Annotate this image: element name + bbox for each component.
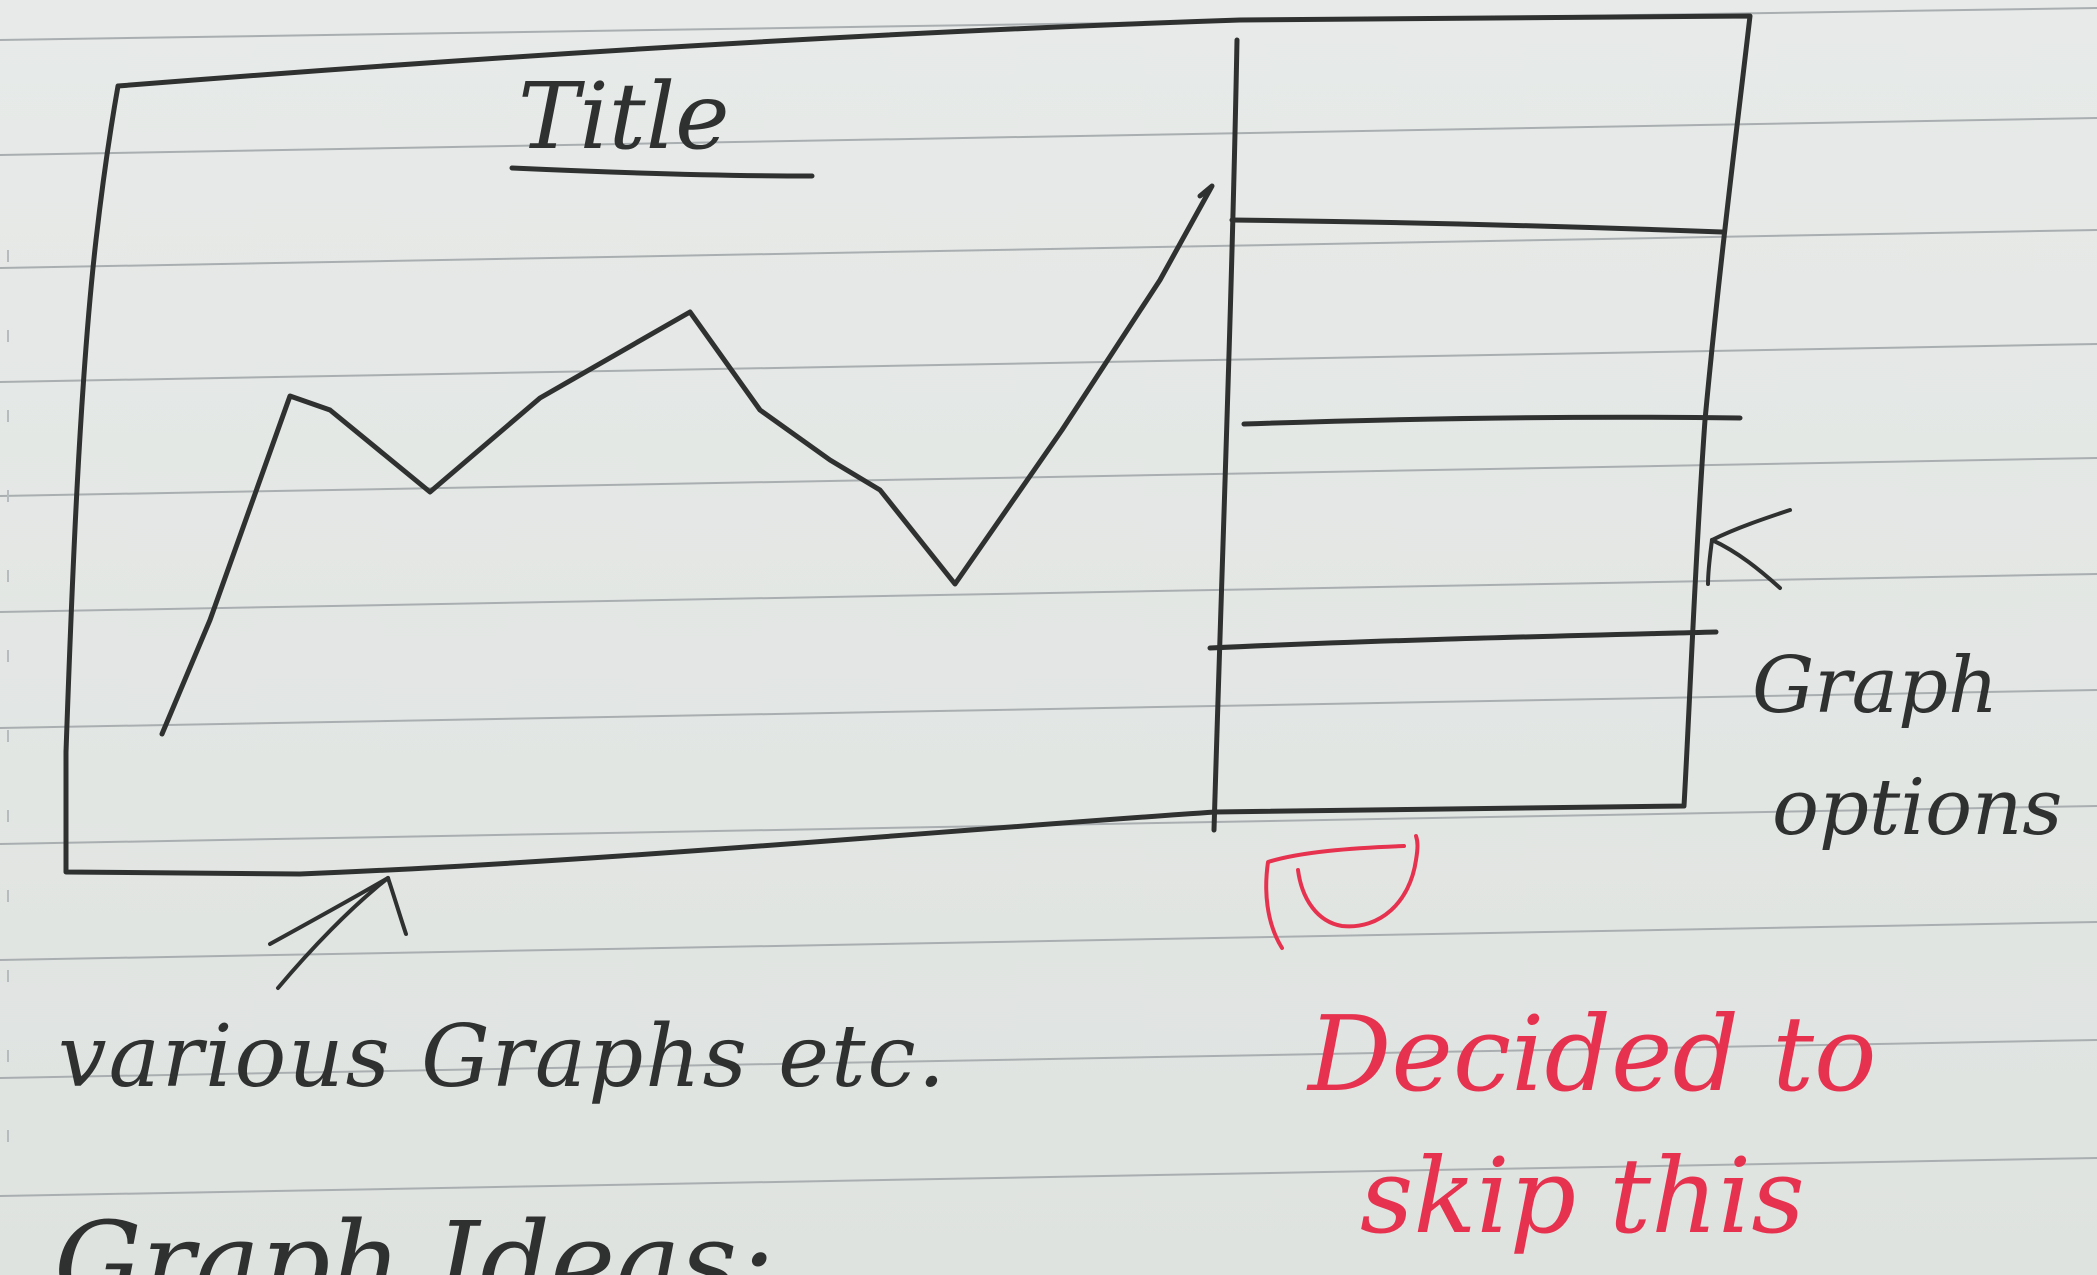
- decision-note-line2: skip this: [1360, 1135, 1805, 1257]
- graph-line: [159, 183, 1215, 737]
- options-note-line2: options: [1772, 763, 2062, 853]
- side-panel-divider: [1211, 37, 1240, 833]
- sketch-title: Title: [518, 63, 730, 170]
- red-bracket-mark: [1264, 834, 1420, 950]
- options-note-line1: Graph: [1752, 641, 1998, 731]
- graph-ideas-heading: Graph Ideas:: [54, 1198, 774, 1275]
- title-underline: [509, 165, 815, 179]
- options-panel-arrow: [1706, 508, 1792, 590]
- ruled-lines: [0, 7, 2097, 1197]
- option-separator-2: [1241, 414, 1743, 427]
- sketch-outer-frame: [63, 13, 1753, 877]
- option-separator-1: [1229, 217, 1725, 235]
- graph-area-arrow: [268, 876, 408, 990]
- option-separator-3: [1207, 629, 1719, 651]
- decision-note-line1: Decided to: [1306, 993, 1877, 1115]
- graph-note: various Graphs etc.: [58, 1007, 947, 1107]
